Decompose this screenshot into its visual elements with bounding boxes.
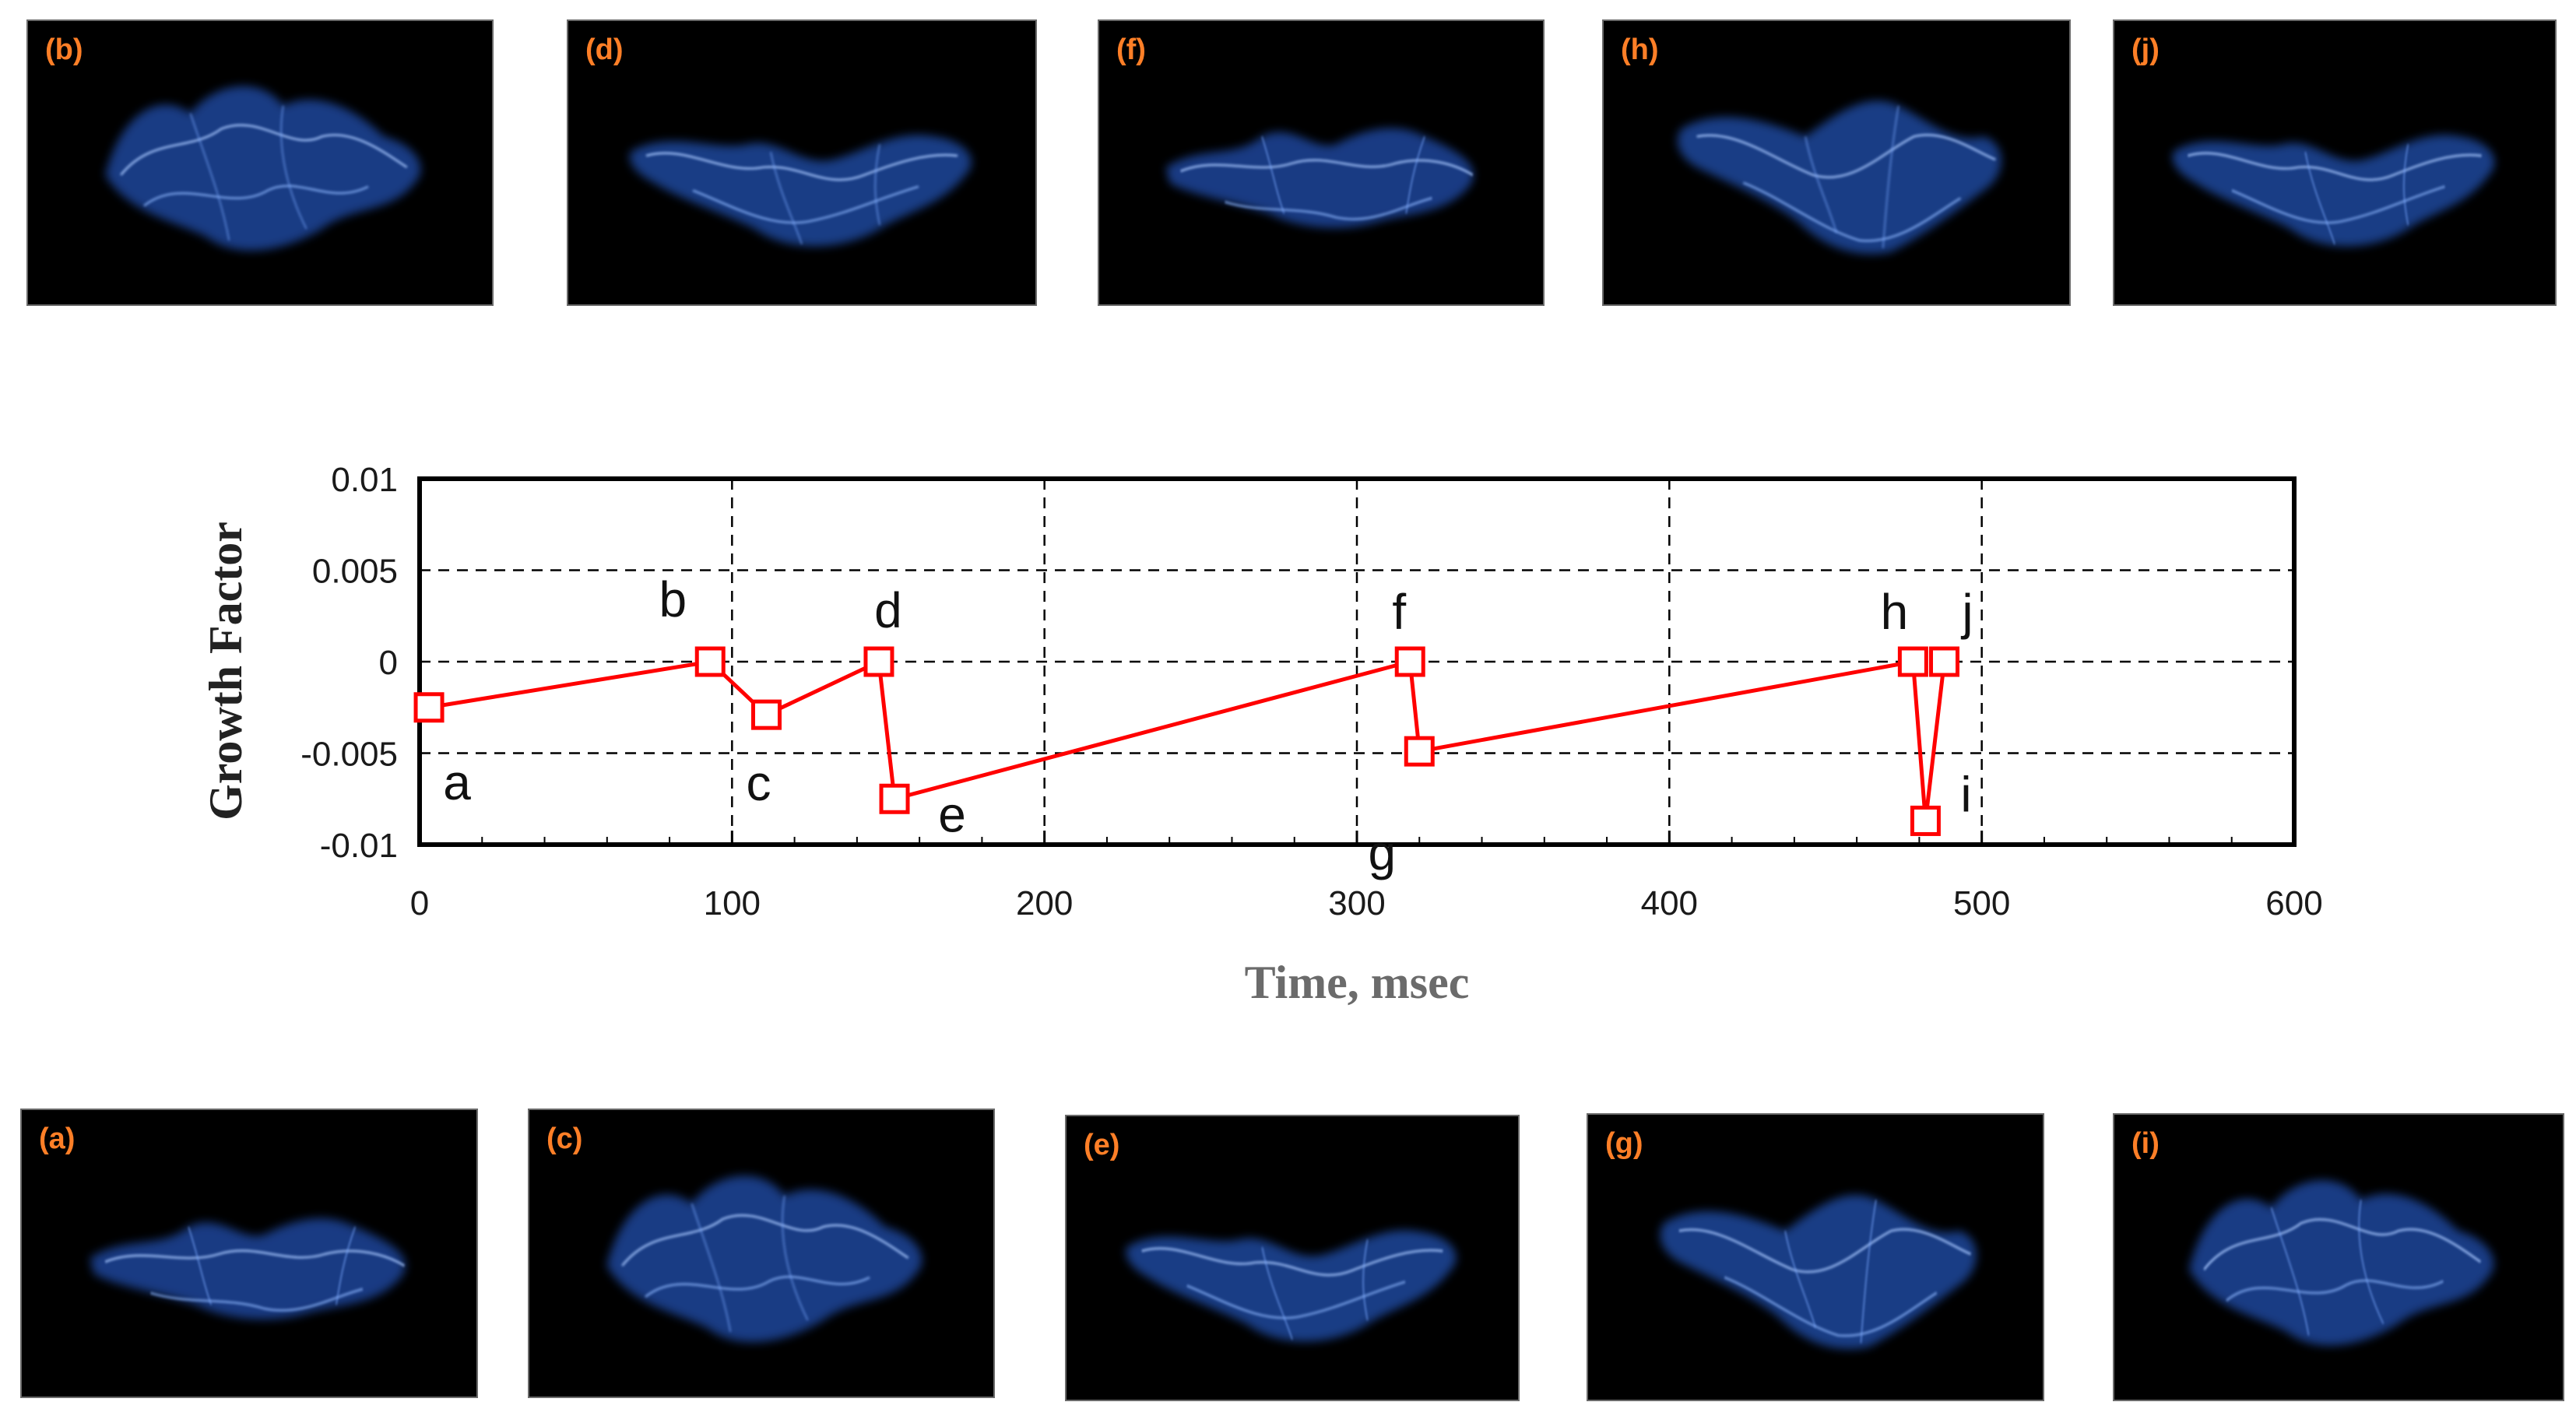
- flame-panel-e: (e): [1065, 1115, 1520, 1401]
- flame-panel-j: (j): [2113, 19, 2557, 306]
- x-axis-title: Time, msec: [1245, 957, 1470, 1008]
- flame-panel-f: (f): [1098, 19, 1545, 306]
- data-point-marker: [750, 699, 782, 730]
- panel-label: (e): [1084, 1129, 1120, 1161]
- x-tick-label: 400: [1641, 884, 1698, 922]
- y-tick-label: -0.005: [300, 736, 398, 774]
- x-tick-label: 500: [1953, 884, 2010, 922]
- x-tick-label: 200: [1016, 884, 1073, 922]
- data-point-marker: [879, 783, 910, 814]
- point-label: d: [874, 582, 902, 638]
- y-tick-label: 0.005: [312, 553, 398, 591]
- point-label: c: [746, 755, 771, 811]
- y-tick-label: 0.01: [331, 461, 398, 499]
- point-labels: a b c d e f g h i j: [443, 571, 1973, 880]
- data-point-marker: [1897, 646, 1928, 677]
- data-point-marker: [1929, 646, 1960, 677]
- x-tick-label: 300: [1328, 884, 1385, 922]
- grid-lines: [420, 479, 2294, 845]
- flame-panel-i: (i): [2113, 1113, 2564, 1401]
- point-label: a: [443, 754, 471, 810]
- point-label: h: [1881, 584, 1909, 640]
- y-axis-title: Growth Factor: [200, 522, 251, 820]
- data-series: [413, 646, 1960, 836]
- panel-label: (j): [2131, 33, 2160, 66]
- point-label: e: [938, 786, 966, 842]
- data-point-marker: [694, 646, 726, 677]
- panel-label: (c): [546, 1123, 583, 1155]
- point-label: i: [1960, 766, 1971, 822]
- series-line: [428, 659, 1946, 821]
- panel-label: (a): [39, 1123, 76, 1155]
- data-point-marker: [863, 646, 894, 677]
- flame-panel-c: (c): [528, 1109, 995, 1398]
- point-label: f: [1392, 584, 1406, 640]
- point-label: g: [1368, 824, 1396, 880]
- point-label: b: [659, 571, 687, 627]
- x-tick-label: 600: [2265, 884, 2322, 922]
- data-point-marker: [1394, 646, 1425, 677]
- y-tick-label: 0: [379, 644, 398, 682]
- panel-label: (f): [1116, 33, 1146, 66]
- panel-label: (b): [45, 33, 83, 66]
- axis-ticks: 0 100 200 300 400 500 600 0.01 0.005 0 -0.005 -0.01: [300, 461, 2322, 922]
- flame-panel-b: (b): [26, 19, 494, 306]
- panel-label: (i): [2131, 1127, 2160, 1160]
- flame-panel-a: (a): [20, 1109, 478, 1398]
- data-point-marker: [1910, 805, 1941, 836]
- panel-label: (d): [585, 33, 624, 66]
- panel-label: (h): [1621, 33, 1659, 66]
- x-tick-label: 0: [410, 884, 429, 922]
- panel-label: (g): [1605, 1127, 1643, 1160]
- data-point-marker: [1404, 736, 1435, 767]
- data-point-marker: [413, 692, 445, 723]
- flame-panel-g: (g): [1587, 1113, 2044, 1401]
- x-tick-label: 100: [704, 884, 761, 922]
- y-tick-label: -0.01: [320, 827, 398, 865]
- flame-panel-d: (d): [567, 19, 1037, 306]
- flame-panel-h: (h): [1602, 19, 2071, 306]
- point-label: j: [1960, 584, 1973, 640]
